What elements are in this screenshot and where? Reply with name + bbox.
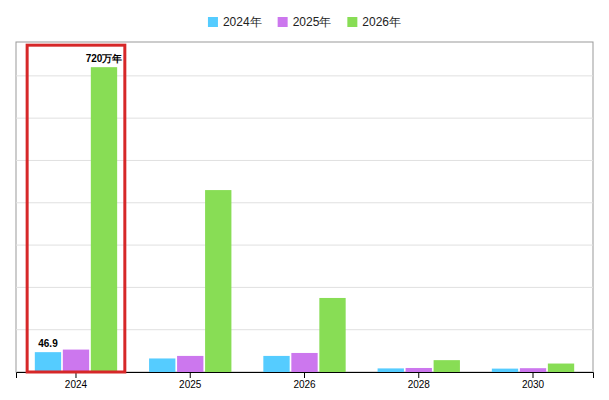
annotations: 46.9 720万年: [38, 53, 122, 349]
bars: [35, 67, 574, 372]
bar: [492, 369, 518, 372]
legend-item: 2024年: [208, 15, 262, 29]
legend-swatch: [347, 17, 357, 27]
annotation: 720万年: [86, 53, 123, 64]
x-tick: 2028: [408, 372, 431, 390]
x-axis: 2024 2025 2026 2028 2030: [17, 372, 594, 390]
x-tick-label: 2028: [408, 379, 431, 390]
x-tick-label: 2026: [293, 379, 316, 390]
annotation: 46.9: [38, 338, 58, 349]
bar: [434, 360, 460, 372]
x-tick: 2024: [65, 372, 88, 390]
legend-item: 2026年: [347, 15, 401, 29]
bar: [205, 190, 231, 372]
bar: [63, 350, 89, 372]
bar-series: [63, 350, 546, 372]
x-tick-mark: [533, 372, 534, 378]
bar-series: [91, 67, 574, 372]
bar: [548, 364, 574, 372]
bar: [291, 353, 317, 372]
x-tick-mark: [418, 372, 419, 378]
legend-item: 2025年: [278, 15, 332, 29]
x-tick: 2026: [293, 372, 316, 390]
x-tick-label: 2025: [179, 379, 202, 390]
bar: [263, 356, 289, 372]
bar: [406, 368, 432, 372]
x-tick-mark: [304, 372, 305, 378]
legend-swatch: [208, 17, 218, 27]
legend: 2024年 2025年 2026年: [208, 15, 401, 29]
bar: [35, 352, 61, 372]
bar: [177, 356, 203, 372]
x-tick-mark: [190, 372, 191, 378]
legend-label: 2025年: [293, 15, 332, 29]
chart: 2024202520262028203046.9720万年2024年2025年2…: [0, 0, 609, 400]
legend-label: 2024年: [223, 15, 262, 29]
bar: [91, 67, 117, 372]
plot-frame: [16, 42, 593, 372]
x-tick-label: 2030: [522, 379, 545, 390]
legend-label: 2026年: [362, 15, 401, 29]
x-tick: 2030: [522, 372, 545, 390]
x-tick-label: 2024: [65, 379, 88, 390]
bar: [319, 298, 345, 372]
bar: [520, 368, 546, 372]
bar: [149, 358, 175, 372]
x-tick: 2025: [179, 372, 202, 390]
highlight-box: [27, 45, 125, 372]
bar: [378, 368, 404, 372]
legend-swatch: [278, 17, 288, 27]
